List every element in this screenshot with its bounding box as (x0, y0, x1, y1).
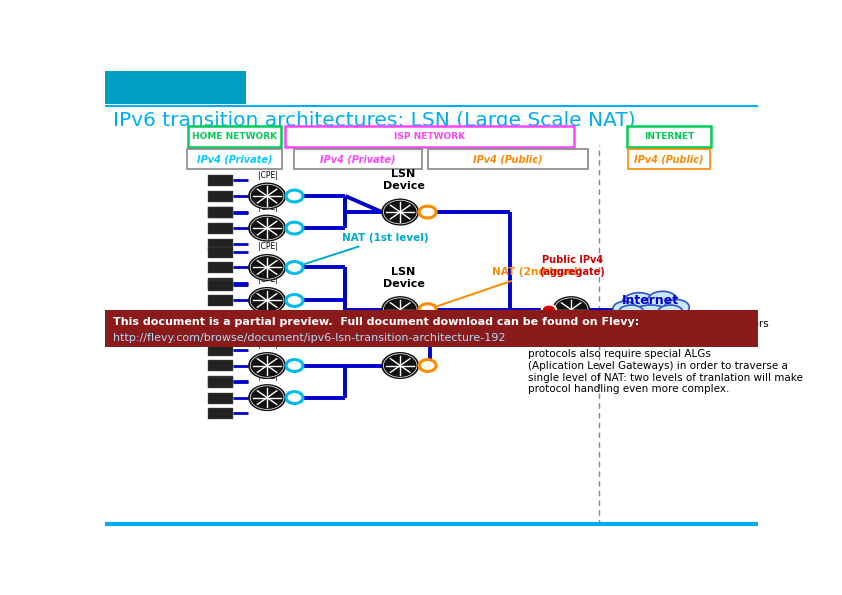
Circle shape (553, 297, 589, 322)
Text: ISP NETWORK: ISP NETWORK (394, 132, 465, 141)
FancyBboxPatch shape (626, 126, 711, 147)
Ellipse shape (613, 302, 637, 316)
Text: NAT (1st level): NAT (1st level) (299, 233, 429, 267)
Ellipse shape (632, 305, 670, 321)
FancyBboxPatch shape (208, 408, 233, 419)
Circle shape (249, 255, 285, 280)
Circle shape (249, 353, 285, 378)
FancyBboxPatch shape (188, 126, 281, 147)
Text: |CPE|: |CPE| (258, 202, 279, 212)
Text: HOME NETWORK: HOME NETWORK (192, 132, 277, 141)
Ellipse shape (664, 299, 690, 315)
FancyBboxPatch shape (208, 280, 233, 291)
Text: LSN
Device: LSN Device (382, 267, 424, 289)
Ellipse shape (622, 293, 656, 314)
Text: Large Scale NAT architectures allow operators
to postpone the transition to IPv6: Large Scale NAT architectures allow oper… (528, 319, 769, 340)
FancyBboxPatch shape (208, 176, 233, 186)
FancyBboxPatch shape (208, 376, 233, 387)
FancyBboxPatch shape (208, 262, 233, 274)
Text: Device: Device (382, 334, 424, 345)
Ellipse shape (619, 305, 643, 319)
FancyBboxPatch shape (208, 393, 233, 403)
Circle shape (382, 199, 418, 225)
Text: This document is a partial preview.  Full document download can be found on Flev: This document is a partial preview. Full… (113, 317, 639, 327)
Circle shape (541, 305, 557, 315)
Text: |CPE|: |CPE| (258, 275, 279, 284)
Text: IPv6 transition architectures: LSN (Large Scale NAT): IPv6 transition architectures: LSN (Larg… (113, 111, 636, 130)
Circle shape (286, 359, 303, 371)
FancyBboxPatch shape (294, 149, 422, 170)
FancyBboxPatch shape (628, 149, 710, 170)
Circle shape (286, 222, 303, 234)
FancyBboxPatch shape (208, 311, 233, 322)
FancyBboxPatch shape (208, 296, 233, 306)
FancyBboxPatch shape (105, 71, 246, 104)
FancyBboxPatch shape (208, 191, 233, 202)
Text: INTERNET: INTERNET (644, 132, 694, 141)
FancyBboxPatch shape (208, 361, 233, 371)
Text: Public IPv4
(aggregate): Public IPv4 (aggregate) (540, 255, 605, 277)
Text: IPv4 (Public): IPv4 (Public) (634, 154, 704, 164)
Ellipse shape (647, 292, 678, 309)
FancyBboxPatch shape (187, 149, 282, 170)
Text: |CPE|: |CPE| (258, 372, 279, 381)
Circle shape (286, 392, 303, 403)
Circle shape (286, 295, 303, 306)
Text: LSN
Device: LSN Device (382, 170, 424, 191)
Circle shape (249, 215, 285, 241)
FancyBboxPatch shape (208, 345, 233, 356)
Circle shape (249, 287, 285, 314)
FancyBboxPatch shape (208, 377, 233, 388)
Circle shape (419, 359, 436, 371)
Circle shape (419, 206, 436, 218)
FancyBboxPatch shape (208, 223, 233, 234)
Text: IPv4 (Private): IPv4 (Private) (320, 154, 396, 164)
FancyBboxPatch shape (208, 247, 233, 258)
Circle shape (286, 262, 303, 274)
Ellipse shape (658, 305, 683, 319)
Text: |CPE|: |CPE| (258, 242, 279, 251)
Text: http://flevy.com/browse/document/ipv6-lsn-transition-architecture-192: http://flevy.com/browse/document/ipv6-ls… (113, 333, 505, 343)
Text: |CPE|: |CPE| (258, 171, 279, 180)
FancyBboxPatch shape (285, 126, 574, 147)
FancyBboxPatch shape (208, 206, 233, 218)
Circle shape (382, 353, 418, 378)
Text: Internet
IPv4: Internet IPv4 (622, 294, 679, 322)
Circle shape (249, 183, 285, 209)
Text: protocols also require special ALGs
(Aplication Level Gateways) in order to trav: protocols also require special ALGs (Apl… (528, 349, 803, 394)
Circle shape (382, 297, 418, 322)
FancyBboxPatch shape (208, 239, 233, 250)
Circle shape (286, 190, 303, 202)
FancyBboxPatch shape (428, 149, 589, 170)
Text: |CPE|: |CPE| (258, 340, 279, 349)
FancyBboxPatch shape (208, 208, 233, 218)
Text: NAT (2nd level): NAT (2nd level) (432, 267, 582, 309)
Circle shape (249, 385, 285, 411)
Text: IPv4 (Private): IPv4 (Private) (197, 154, 272, 164)
Text: IPv4 (Public): IPv4 (Public) (473, 154, 542, 164)
Circle shape (419, 303, 436, 315)
FancyBboxPatch shape (105, 309, 758, 347)
FancyBboxPatch shape (208, 278, 233, 289)
